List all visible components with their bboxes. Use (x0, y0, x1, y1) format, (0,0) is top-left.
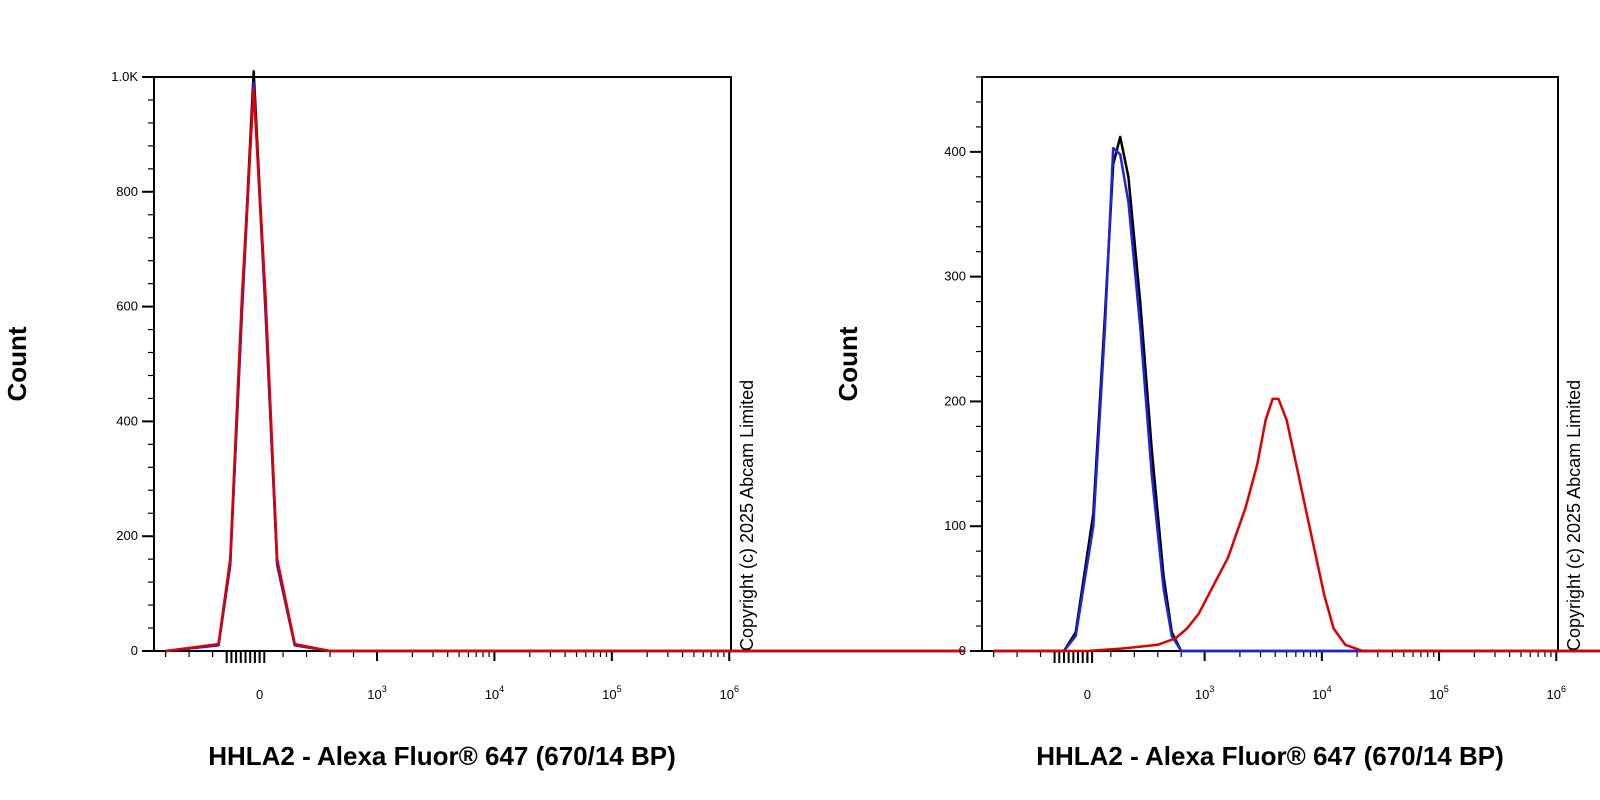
copyright-annotation: Copyright (c) 2025 Abcam Limited (1564, 380, 1584, 651)
y-axis-title: Count (2, 326, 32, 401)
x-tick-base: 10 (1429, 687, 1443, 702)
x-tick-exponent: 4 (1327, 684, 1332, 694)
y-tick-label: 1.0K (111, 69, 138, 84)
x-tick-exponent: 6 (734, 684, 739, 694)
x-tick-base: 10 (1312, 687, 1326, 702)
x-tick-label: 104 (485, 684, 504, 702)
y-tick-label: 200 (944, 393, 966, 408)
y-tick-label: 300 (944, 269, 966, 284)
y-tick-label: 400 (116, 413, 138, 428)
x-tick-label: 104 (1312, 684, 1331, 702)
plot-frame (981, 76, 1559, 652)
x-tick-label: 106 (720, 684, 739, 702)
y-tick-label: 200 (116, 528, 138, 543)
x-axis-title: HHLA2 - Alexa Fluor® 647 (670/14 BP) (1036, 741, 1504, 771)
y-tick-label: 0 (131, 643, 138, 658)
x-tick-label: 0 (256, 687, 263, 702)
x-tick-base: 10 (1195, 687, 1209, 702)
x-tick-label: 105 (1429, 684, 1448, 702)
y-tick-label: 400 (944, 144, 966, 159)
x-axis-title: HHLA2 - Alexa Fluor® 647 (670/14 BP) (208, 741, 676, 771)
y-tick-label: 0 (959, 643, 966, 658)
x-tick-base: 10 (602, 687, 616, 702)
x-tick-base: 10 (485, 687, 499, 702)
y-tick-label: 800 (116, 184, 138, 199)
x-tick-label: 103 (367, 684, 386, 702)
histogram-series-2 (165, 87, 965, 653)
y-tick-label: 100 (944, 518, 966, 533)
x-tick-label: 106 (1547, 684, 1566, 702)
x-tick-exponent: 5 (617, 684, 622, 694)
x-tick-exponent: 3 (1209, 684, 1214, 694)
copyright-annotation: Copyright (c) 2025 Abcam Limited (737, 380, 757, 651)
y-axis-title: Count (833, 326, 863, 401)
x-tick-base: 10 (720, 687, 734, 702)
x-tick-base: 10 (367, 687, 381, 702)
histogram-series-1 (993, 146, 1600, 653)
x-tick-label: 103 (1195, 684, 1214, 702)
y-tick-label: 600 (116, 299, 138, 314)
histogram-series-2 (993, 397, 1600, 653)
x-tick-label: 0 (1084, 687, 1091, 702)
x-tick-exponent: 6 (1561, 684, 1566, 694)
x-tick-exponent: 4 (499, 684, 504, 694)
x-tick-exponent: 3 (382, 684, 387, 694)
x-tick-label: 105 (602, 684, 621, 702)
x-tick-base: 10 (1547, 687, 1561, 702)
x-tick-exponent: 5 (1444, 684, 1449, 694)
